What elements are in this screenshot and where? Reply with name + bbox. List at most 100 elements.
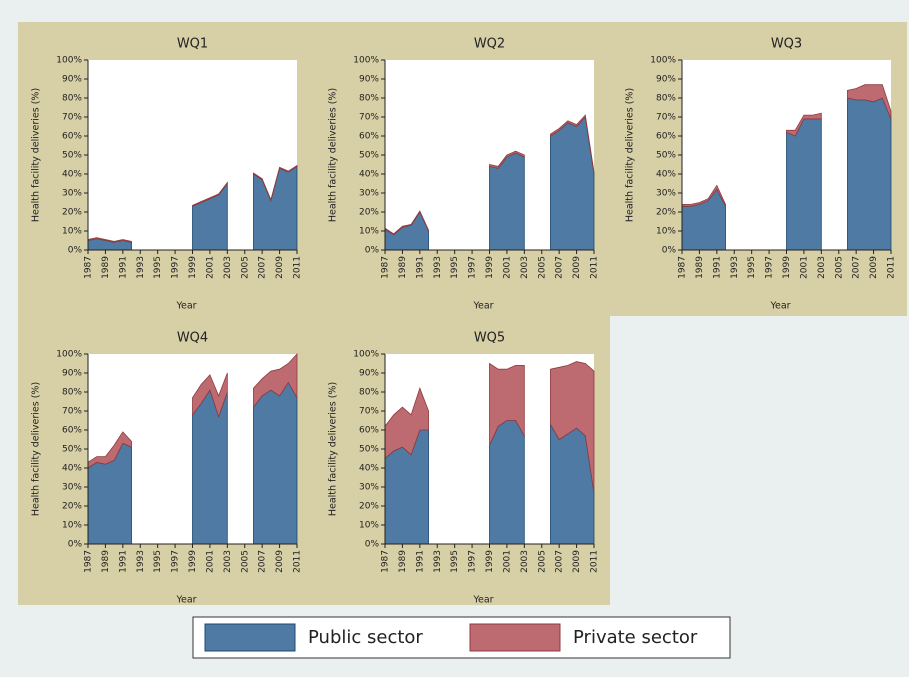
- x-tick-label: 2005: [240, 550, 250, 573]
- y-axis-title: Health facility deliveries (%): [31, 382, 42, 516]
- private-area: [384, 114, 595, 236]
- y-tick-label: 20%: [359, 502, 379, 512]
- x-tick-label: 1989: [398, 256, 408, 279]
- y-tick-label: 0%: [365, 246, 380, 256]
- y-axis-title: Health facility deliveries (%): [31, 88, 42, 222]
- y-tick-label: 80%: [656, 94, 676, 104]
- y-tick-label: 80%: [359, 94, 379, 104]
- x-tick-label: 2009: [572, 550, 582, 573]
- y-tick-label: 10%: [359, 521, 379, 531]
- y-axis-title: Health facility deliveries (%): [625, 88, 636, 222]
- y-tick-label: 0%: [365, 540, 380, 550]
- x-tick-label: 1987: [84, 550, 94, 573]
- x-tick-label: 2011: [590, 256, 600, 279]
- y-tick-label: 70%: [62, 407, 82, 417]
- x-tick-label: 2003: [223, 256, 233, 279]
- x-tick-label: 1997: [468, 550, 478, 573]
- x-tick-label: 2007: [258, 256, 268, 279]
- x-tick-label: 2011: [590, 550, 600, 573]
- x-tick-label: 2007: [258, 550, 268, 573]
- x-tick-label: 1987: [381, 550, 391, 573]
- x-tick-label: 2005: [834, 256, 844, 279]
- x-tick-label: 1989: [398, 550, 408, 573]
- x-tick-label: 2009: [275, 550, 285, 573]
- x-tick-label: 2011: [293, 256, 303, 279]
- x-tick-label: 1999: [188, 256, 198, 279]
- y-tick-label: 70%: [62, 113, 82, 123]
- x-tick-label: 1995: [153, 550, 163, 573]
- legend-label: Private sector: [573, 627, 698, 648]
- y-tick-label: 20%: [62, 502, 82, 512]
- x-tick-label: 1993: [433, 256, 443, 279]
- x-tick-label: 2007: [852, 256, 862, 279]
- x-tick-label: 2003: [520, 550, 530, 573]
- y-tick-label: 60%: [359, 132, 379, 142]
- y-tick-label: 20%: [62, 208, 82, 218]
- private-area: [681, 84, 892, 207]
- y-tick-label: 60%: [62, 132, 82, 142]
- x-tick-label: 1989: [695, 256, 705, 279]
- y-tick-label: 10%: [359, 227, 379, 237]
- y-tick-label: 100%: [650, 56, 676, 66]
- y-tick-label: 50%: [359, 151, 379, 161]
- x-tick-label: 2001: [205, 256, 215, 279]
- x-tick-label: 1991: [118, 256, 128, 279]
- y-tick-label: 40%: [359, 464, 379, 474]
- y-tick-label: 60%: [62, 426, 82, 436]
- panel-title: WQ3: [771, 37, 802, 52]
- y-tick-label: 30%: [359, 483, 379, 493]
- x-tick-label: 1987: [84, 256, 94, 279]
- y-tick-label: 10%: [656, 227, 676, 237]
- y-tick-label: 40%: [656, 170, 676, 180]
- panel-title: WQ5: [474, 331, 505, 346]
- y-tick-label: 30%: [359, 189, 379, 199]
- y-tick-label: 70%: [656, 113, 676, 123]
- x-tick-label: 1993: [136, 256, 146, 279]
- y-tick-label: 0%: [68, 246, 83, 256]
- y-tick-label: 80%: [62, 94, 82, 104]
- x-tick-label: 2003: [223, 550, 233, 573]
- private-area: [384, 361, 595, 493]
- x-tick-label: 2011: [293, 550, 303, 573]
- y-tick-label: 70%: [359, 113, 379, 123]
- x-axis-title: Year: [472, 595, 493, 606]
- y-tick-label: 50%: [62, 445, 82, 455]
- x-tick-label: 1995: [450, 550, 460, 573]
- x-tick-label: 1999: [485, 256, 495, 279]
- y-tick-label: 100%: [56, 56, 82, 66]
- y-tick-label: 40%: [62, 170, 82, 180]
- x-tick-label: 1993: [136, 550, 146, 573]
- x-tick-label: 1999: [188, 550, 198, 573]
- x-axis-title: Year: [769, 301, 790, 312]
- x-tick-label: 1993: [433, 550, 443, 573]
- x-tick-label: 1997: [765, 256, 775, 279]
- x-tick-label: 2009: [869, 256, 879, 279]
- y-tick-label: 100%: [353, 56, 379, 66]
- y-axis-title: Health facility deliveries (%): [328, 88, 339, 222]
- x-tick-label: 1989: [101, 256, 111, 279]
- y-tick-label: 30%: [62, 483, 82, 493]
- y-tick-label: 70%: [359, 407, 379, 417]
- private-area: [87, 164, 298, 243]
- x-tick-label: 2005: [537, 550, 547, 573]
- x-tick-label: 2005: [240, 256, 250, 279]
- y-tick-label: 60%: [656, 132, 676, 142]
- y-tick-label: 60%: [359, 426, 379, 436]
- x-tick-label: 2005: [537, 256, 547, 279]
- x-axis-title: Year: [472, 301, 493, 312]
- y-tick-label: 20%: [359, 208, 379, 218]
- x-tick-label: 2003: [817, 256, 827, 279]
- x-tick-label: 1995: [450, 256, 460, 279]
- x-tick-label: 1991: [415, 256, 425, 279]
- panel-title: WQ1: [177, 37, 208, 52]
- legend-label: Public sector: [308, 627, 423, 648]
- y-tick-label: 50%: [359, 445, 379, 455]
- x-tick-label: 1987: [381, 256, 391, 279]
- y-tick-label: 20%: [656, 208, 676, 218]
- x-tick-label: 2011: [887, 256, 897, 279]
- x-tick-label: 2007: [555, 256, 565, 279]
- x-tick-label: 1989: [101, 550, 111, 573]
- y-tick-label: 40%: [62, 464, 82, 474]
- legend-swatch: [469, 623, 561, 652]
